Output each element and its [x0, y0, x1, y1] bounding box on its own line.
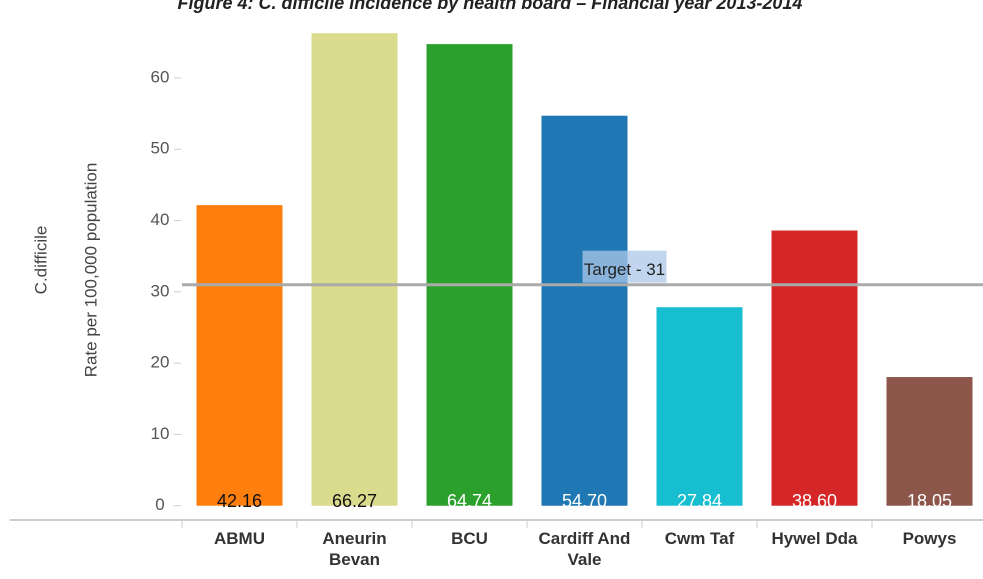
- y-axis-label: C.difficile: [31, 226, 50, 295]
- bar: [886, 377, 973, 506]
- x-tick-label: ABMU: [214, 529, 265, 548]
- x-tick-label: Cardiff And Vale: [538, 529, 631, 569]
- x-tick-label: Cwm Taf: [664, 529, 735, 548]
- chart-title: Figure 4: C. difficile incidence by heal…: [178, 0, 803, 13]
- value-label: 42.16: [217, 491, 262, 511]
- x-tick-label: BCU: [451, 529, 488, 548]
- value-label: 64.74: [447, 491, 492, 511]
- target-label-bg: [582, 250, 667, 283]
- bar: [426, 44, 513, 506]
- value-label: 27.84: [677, 491, 722, 511]
- bar: [311, 33, 398, 506]
- y-tick-label: 30: [151, 281, 170, 300]
- bar: [656, 307, 743, 506]
- value-label: 66.27: [332, 491, 377, 511]
- value-label: 18.05: [907, 491, 952, 511]
- y-tick-label: 40: [151, 210, 170, 229]
- bar: [196, 205, 283, 506]
- bar: [541, 115, 628, 506]
- x-tick-label: Aneurin Bevan: [322, 529, 387, 569]
- y-axis-sublabel: Rate per 100,000 population: [81, 163, 100, 378]
- y-tick-label: 60: [151, 67, 170, 86]
- y-tick-label: 50: [151, 139, 170, 158]
- value-label: 54.70: [562, 491, 607, 511]
- y-tick-label: 20: [151, 353, 170, 372]
- bar: [771, 230, 858, 506]
- y-tick-label: 0: [155, 495, 164, 514]
- target-label: Target - 31: [584, 260, 665, 279]
- x-tick-label: Hywel Dda: [771, 529, 858, 548]
- x-tick-label: Powys: [902, 529, 957, 548]
- y-tick-label: 10: [151, 424, 170, 443]
- value-label: 38.60: [792, 491, 837, 511]
